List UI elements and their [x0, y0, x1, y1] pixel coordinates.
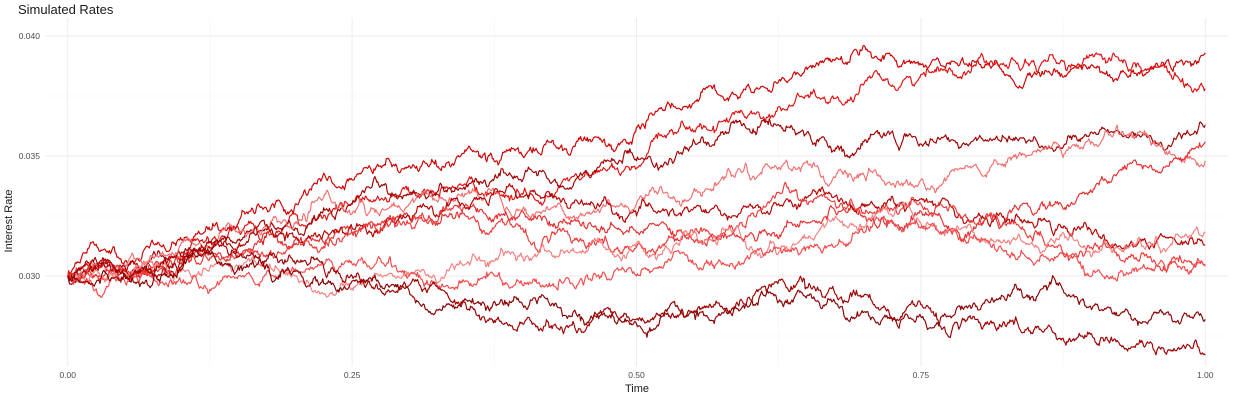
x-tick-labels: 0.00 0.25 0.50 0.75 1.00 [59, 370, 1213, 380]
x-axis-title: Time [625, 383, 649, 395]
series-line-3 [67, 118, 1206, 285]
y-tick-label: 0.040 [19, 31, 41, 41]
series-line-2 [67, 52, 1206, 279]
x-tick-label: 0.75 [913, 370, 930, 380]
series-line-9 [67, 215, 1206, 299]
series-line-11 [67, 239, 1206, 356]
series-line-10 [67, 250, 1206, 338]
series-line-6 [67, 183, 1206, 284]
y-tick-label: 0.030 [19, 271, 41, 281]
series-line-7 [67, 181, 1206, 282]
series-line-4 [67, 124, 1206, 284]
y-tick-label: 0.035 [19, 151, 41, 161]
series-line-1 [67, 45, 1206, 277]
x-tick-label: 0.25 [344, 370, 361, 380]
x-tick-label: 0.00 [59, 370, 76, 380]
series-lines [67, 45, 1206, 356]
y-axis-title: Interest Rate [3, 190, 15, 253]
x-tick-label: 1.00 [1197, 370, 1214, 380]
gridlines [45, 18, 1228, 366]
y-tick-labels: 0.030 0.035 0.040 [19, 31, 41, 281]
chart-title: Simulated Rates [18, 2, 114, 17]
series-line-5 [67, 141, 1206, 281]
x-tick-label: 0.50 [628, 370, 645, 380]
